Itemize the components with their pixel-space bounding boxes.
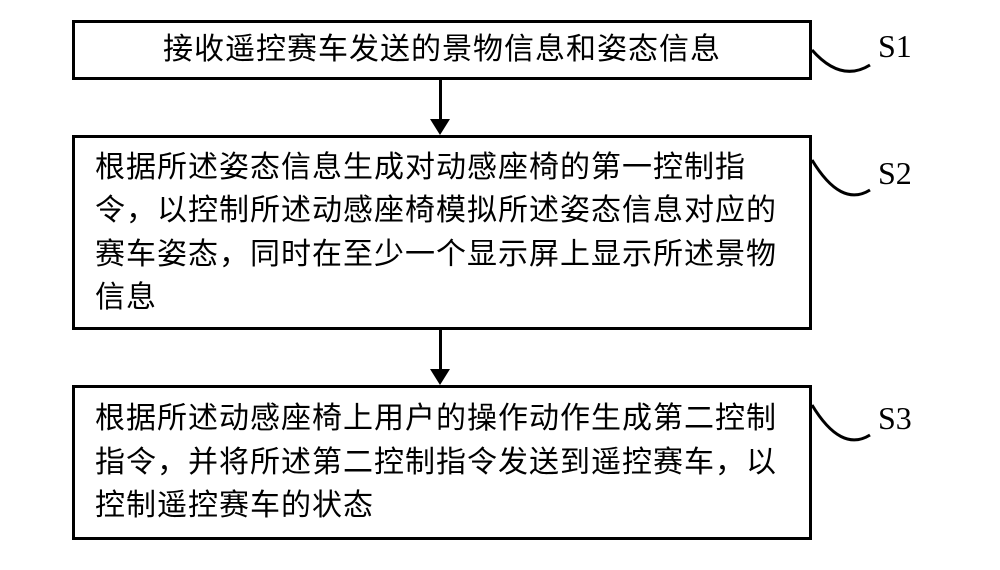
connector-curve xyxy=(807,25,875,90)
flow-step-text: 根据所述姿态信息生成对动感座椅的第一控制指令，以控制所述动感座椅模拟所述姿态信息… xyxy=(95,146,789,320)
flow-step-s2: 根据所述姿态信息生成对动感座椅的第一控制指令，以控制所述动感座椅模拟所述姿态信息… xyxy=(72,135,812,330)
arrow-stem xyxy=(439,330,442,369)
arrow-head-icon xyxy=(430,119,450,135)
step-label-s2: S2 xyxy=(878,155,912,192)
step-label-s1: S1 xyxy=(878,28,912,65)
flow-step-s3: 根据所述动感座椅上用户的操作动作生成第二控制指令，并将所述第二控制指令发送到遥控… xyxy=(72,385,812,540)
connector-curve xyxy=(807,380,875,460)
flow-step-text: 接收遥控赛车发送的景物信息和姿态信息 xyxy=(163,28,721,72)
connector-curve xyxy=(807,135,875,215)
flow-step-text: 根据所述动感座椅上用户的操作动作生成第二控制指令，并将所述第二控制指令发送到遥控… xyxy=(95,397,789,528)
step-label-s3: S3 xyxy=(878,400,912,437)
flow-step-s1: 接收遥控赛车发送的景物信息和姿态信息 xyxy=(72,20,812,80)
flowchart-canvas: 接收遥控赛车发送的景物信息和姿态信息 S1 根据所述姿态信息生成对动感座椅的第一控制… xyxy=(0,0,1000,570)
arrow-stem xyxy=(439,80,442,119)
arrow-head-icon xyxy=(430,369,450,385)
